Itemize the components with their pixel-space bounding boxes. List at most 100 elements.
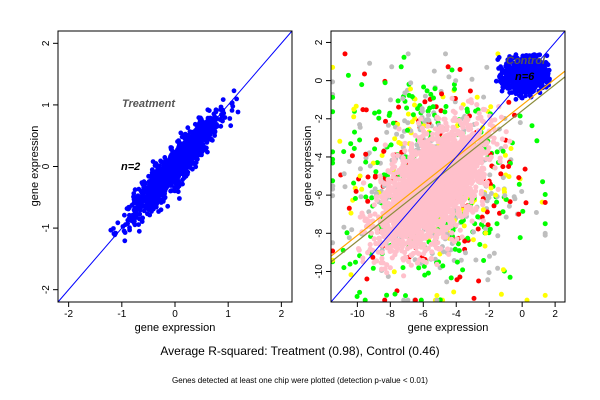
control-cloud-point [406,258,412,265]
treatment-point [136,222,142,228]
control-outlier-point [456,248,462,254]
control-outlier-point [495,233,501,239]
control-outlier-point [384,292,390,298]
control-cloud-point [463,210,470,216]
control-outlier-point [403,293,408,299]
control-outlier-point [493,192,499,198]
x-tick-label: -1 [117,309,126,320]
control-outlier-point [374,160,380,166]
control-outlier-point [402,90,408,96]
control-cloud-point [437,136,443,142]
treatment-point [178,130,184,136]
treatment-point [228,123,234,129]
control-outlier-point [331,149,336,155]
control-outlier-point [401,297,407,302]
treatment-point [178,153,183,158]
control-cloud-point [436,116,442,122]
control-cloud-point [416,159,422,166]
control-outlier-point [341,149,347,155]
control-outlier-point [388,97,393,103]
control-cloud-point [419,182,425,188]
control-outlier-point [369,195,375,201]
control-cloud-point [389,248,395,254]
treatment-point [189,130,194,135]
treatment-point [208,137,214,143]
control-outlier-point [365,198,371,204]
control-cloud-point [422,153,428,159]
treatment-point [147,186,153,192]
control-cloud-point [433,245,440,251]
control-cloud-point [416,219,422,225]
control-cloud-point [419,149,425,155]
control-cloud-point [425,137,431,143]
control-outlier-point [342,51,348,57]
control-cloud-point [478,188,485,194]
control-outlier-point [454,259,460,265]
control-cloud-point [479,151,485,157]
control-cloud-point [440,217,446,223]
control-outlier-point [430,104,436,110]
treatment-point [169,180,175,186]
treatment-point [111,226,116,231]
treatment-point [185,125,191,131]
control-cloud-point [464,206,471,212]
control-cloud-point [457,227,463,233]
control-cloud-point [411,159,417,165]
control-outlier-point [508,146,514,151]
control-cloud-point [382,215,388,221]
control-outlier-point [357,289,363,295]
control-outlier-point [462,238,468,244]
x-tick-label: 2 [279,309,285,320]
control-cloud-point [433,161,439,167]
control-outlier-point [480,125,486,131]
control-outlier-point [501,187,507,193]
control-outlier-point [542,292,548,298]
control-cloud-point [447,200,453,206]
treatment-point [165,176,171,182]
control-outlier-point [367,183,373,189]
control-cloud-point [421,132,427,138]
treatment-point [132,222,138,228]
control-outlier-point [331,183,336,189]
control-outlier-point [449,67,455,73]
control-outlier-point [372,174,378,180]
control-outlier-point [512,196,518,202]
control-cloud-point [470,131,476,137]
control-cloud-point [476,130,482,137]
control-outlier-point [488,104,494,110]
control-cloud-point [425,195,431,202]
control-outlier-point [399,133,405,139]
control-outlier-point [376,109,382,115]
control-cloud-point [473,205,479,211]
control-outlier-point [485,194,491,200]
control-cloud-point [426,160,432,166]
control-outlier-point [477,242,483,247]
control-cloud-point [386,182,392,188]
control-outlier-point [503,197,509,202]
control-outlier-point [372,110,378,116]
control-cloud-point [395,152,401,158]
control-cloud-point [398,240,404,246]
control-cloud-point [451,124,457,131]
control-outlier-point [481,258,487,263]
control-outlier-point [362,71,367,77]
control-cloud-point [480,119,487,125]
control-outlier-point [359,82,365,88]
control-outlier-point [424,88,430,94]
control-cloud-point [459,234,465,240]
treatment-point [172,155,178,161]
control-outlier-point [542,200,548,205]
control-outlier-point [421,263,427,269]
control-outlier-point [416,265,422,271]
control-cloud-point [362,217,368,224]
treatment-point [222,115,228,120]
control-outlier-point [331,79,336,85]
control-outlier-point [391,269,397,275]
control-cloud-point [450,108,456,114]
control-cloud-point [403,214,409,220]
control-outlier-point [500,267,506,273]
control-cloud-point [414,249,420,255]
left-reference-line [57,30,293,303]
control-outlier-point [484,209,490,215]
